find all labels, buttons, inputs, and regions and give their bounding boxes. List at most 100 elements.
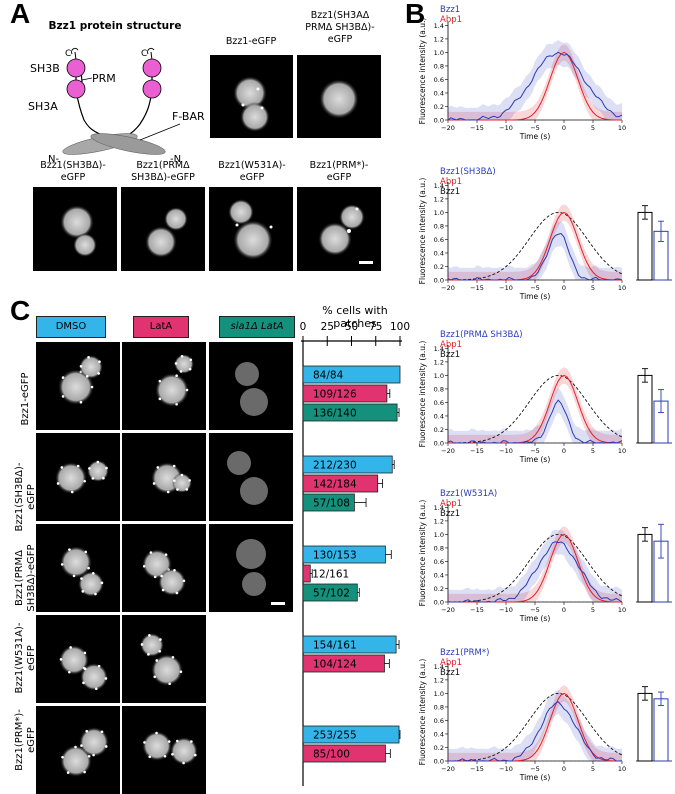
micrograph-prm-sh3b-del bbox=[121, 187, 205, 271]
bar-count-label: 57/108 bbox=[313, 498, 350, 510]
plot-y-tick-label: 0.2 bbox=[434, 103, 444, 111]
plot-y-label: Fluorescence intensity (a.u.) bbox=[418, 341, 427, 448]
a-row2-label-2: Bzz1(PRMΔ SH3BΔ)-eGFP bbox=[131, 160, 195, 183]
patch-dot bbox=[61, 395, 65, 398]
a-row2-label-3: Bzz1(W531A)- eGFP bbox=[218, 160, 286, 183]
patch-dot bbox=[166, 490, 170, 494]
bar-count-label: 12/161 bbox=[312, 569, 349, 581]
bar-count-label: 212/230 bbox=[313, 460, 357, 472]
plot-y-tick-label: 0.2 bbox=[434, 585, 444, 593]
plot-x-tick-label: −10 bbox=[499, 284, 513, 292]
bar-count-label: 136/140 bbox=[313, 408, 357, 420]
sh3b-domain-left bbox=[66, 58, 86, 78]
plot-x-tick-label: 5 bbox=[591, 124, 595, 132]
variant-line bbox=[447, 399, 623, 444]
patch-dot bbox=[152, 482, 156, 485]
plot-x-label: Time (s) bbox=[519, 132, 551, 141]
plot-x-tick-label: 10 bbox=[618, 124, 626, 132]
c-row-label-5: Bzz1(PRM*)- eGFP bbox=[14, 709, 37, 771]
micrograph-c-r1-c2 bbox=[122, 342, 206, 430]
patch-dot bbox=[158, 379, 162, 383]
micrograph-c-r3-c3 bbox=[209, 524, 293, 612]
plot-x-tick-label: −10 bbox=[499, 765, 513, 773]
patch-dot bbox=[87, 566, 90, 570]
bar-count-label: 109/126 bbox=[313, 389, 357, 401]
plot-y-tick-label: 0.6 bbox=[434, 76, 444, 84]
patch-dot bbox=[68, 548, 71, 551]
plot-x-tick-label: −10 bbox=[499, 606, 513, 614]
plot-y-label: Fluorescence intensity (a.u.) bbox=[418, 500, 427, 607]
fbar-domain-right bbox=[90, 133, 166, 155]
variant-line bbox=[447, 541, 623, 603]
patch-dot bbox=[102, 476, 105, 480]
bzz1-reference-line bbox=[447, 374, 623, 444]
cell bbox=[227, 451, 251, 475]
patch-dot bbox=[175, 591, 179, 595]
condition-sla1-lata: sla1Δ LatA bbox=[219, 316, 295, 338]
panel-letter-a: A bbox=[10, 0, 31, 29]
plot-y-tick-label: 0.8 bbox=[434, 62, 444, 70]
patch-dot bbox=[190, 740, 193, 743]
cell bbox=[80, 663, 108, 691]
plot-y-tick-label: 0.2 bbox=[434, 263, 444, 271]
bar-count-label: 85/100 bbox=[313, 749, 350, 761]
plot-y-tick-label: 1.2 bbox=[434, 195, 444, 203]
bar-tick-label: 100 bbox=[390, 321, 410, 333]
patch-dot bbox=[155, 659, 159, 662]
sh3a-domain-right bbox=[142, 79, 162, 99]
plot-y-tick-label: 0.6 bbox=[434, 399, 444, 407]
plot-x-tick-label: 5 bbox=[591, 765, 595, 773]
patch-dot bbox=[68, 670, 71, 674]
a-row1-label-2: Bzz1(SH3AΔ PRMΔ SH3BΔ)- eGFP bbox=[305, 10, 375, 45]
patch-dot bbox=[140, 643, 144, 646]
plot-x-tick-label: 0 bbox=[562, 606, 566, 614]
patch-dot bbox=[60, 466, 64, 469]
a-row1-label-1: Bzz1-eGFP bbox=[225, 36, 277, 47]
cell bbox=[236, 539, 266, 569]
bar-2-1 bbox=[302, 564, 311, 583]
cell bbox=[242, 572, 266, 596]
plot-y-tick-label: 0.4 bbox=[434, 89, 444, 97]
condition-lata: LatA bbox=[133, 316, 189, 338]
variant-line bbox=[447, 701, 623, 762]
plot-x-tick-label: −20 bbox=[441, 606, 455, 614]
plot-y-label: Fluorescence intensity (a.u.) bbox=[418, 18, 427, 125]
cell bbox=[142, 731, 172, 761]
plot-x-tick-label: 10 bbox=[618, 284, 626, 292]
plot-legend-entry: Bzz1(PRMΔ SH3BΔ) bbox=[440, 330, 523, 340]
micrograph-c-r2-c3 bbox=[209, 433, 293, 521]
patch-dot bbox=[148, 755, 152, 759]
patch-dot bbox=[180, 354, 184, 358]
patch-dot bbox=[164, 553, 168, 556]
cell bbox=[151, 654, 183, 686]
plot-y-tick-label: 0.6 bbox=[434, 717, 444, 725]
patch-dot bbox=[147, 653, 150, 656]
patch-dot bbox=[100, 581, 104, 585]
abp1-band bbox=[448, 526, 622, 602]
abp1-band bbox=[448, 44, 622, 120]
prm-label: PRM bbox=[92, 72, 116, 85]
plot-x-tick-label: −15 bbox=[470, 765, 484, 773]
cell bbox=[79, 355, 103, 379]
plot-y-tick-label: 0.0 bbox=[434, 277, 444, 285]
plot-y-tick-label: 1.4 bbox=[434, 182, 444, 190]
plot-y-label: Fluorescence intensity (a.u.) bbox=[418, 659, 427, 766]
micrograph-c-r4-c2 bbox=[122, 615, 206, 703]
patch-dot bbox=[97, 372, 100, 375]
plot-y-tick-label: 0.4 bbox=[434, 730, 444, 738]
variant-line bbox=[447, 232, 623, 281]
patch-dot bbox=[156, 466, 160, 469]
plot-x-tick-label: 10 bbox=[618, 765, 626, 773]
patch-dot bbox=[173, 568, 176, 572]
plot-x-tick-label: −5 bbox=[530, 606, 540, 614]
micrograph-c-r1-c1 bbox=[36, 342, 120, 430]
plot-x-tick-label: −20 bbox=[441, 447, 455, 455]
patch-dot bbox=[83, 479, 86, 483]
cell bbox=[158, 568, 186, 596]
fluorescence-line-plots: 0.0 0.2 0.4 0.6 0.8 1.0 1.2 1.4 −20 −15 −10 −5 0 5 10 T… bbox=[418, 5, 672, 782]
patch-dot bbox=[153, 675, 157, 679]
protein-structure-title: Bzz1 protein structure bbox=[48, 20, 182, 32]
bar-axis-title: % cells with patches bbox=[322, 304, 388, 330]
plot-y-tick-label: 0.4 bbox=[434, 249, 444, 257]
scale-bar bbox=[359, 261, 373, 264]
